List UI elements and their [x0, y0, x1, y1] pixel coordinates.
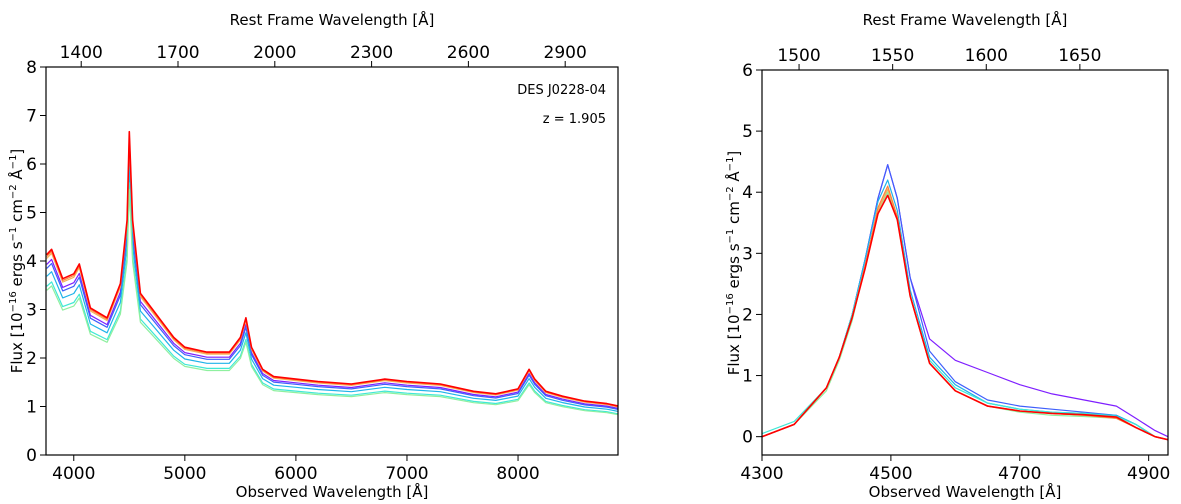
left-spectrum-line-5	[46, 188, 618, 416]
left-spectrum-line-3	[46, 166, 618, 412]
left-y-tick-label-5: 5	[26, 204, 37, 224]
right-ticks: 4300 4500 4700 4900 0 1 2 3 4 5 6 1500 1550 1600 1650	[740, 46, 1170, 484]
left-top-axis-title: Rest Frame Wavelength [Å]	[230, 10, 435, 29]
right-top-tick-label-0: 1500	[777, 46, 820, 66]
left-y-tick-label-8: 8	[26, 58, 37, 78]
left-x-axis-title: Observed Wavelength [Å]	[236, 482, 429, 501]
left-y-tick-label-7: 7	[26, 107, 37, 127]
right-top-axis-title: Rest Frame Wavelength [Å]	[863, 10, 1068, 29]
left-x-tick-label-2: 6000	[274, 464, 317, 484]
right-spectra-lines	[762, 164, 1168, 441]
right-x-tick-label-2: 4700	[998, 464, 1041, 484]
left-top-tick-label-4: 2600	[447, 43, 490, 63]
right-spectrum-line-4	[762, 188, 1168, 441]
left-top-tick-label-1: 1700	[156, 43, 199, 63]
right-y-tick-label-2: 2	[742, 305, 753, 325]
left-y-tick-label-3: 3	[26, 301, 37, 321]
right-x-tick-label-1: 4500	[869, 464, 912, 484]
left-spectrum-line-7	[46, 134, 618, 408]
redshift-annotation: z = 1.905	[543, 112, 606, 127]
left-plot-frame	[45, 66, 619, 456]
right-spectrum-line-3	[762, 179, 1168, 441]
right-y-tick-label-5: 5	[742, 122, 753, 142]
left-spectrum-line-4	[46, 182, 618, 415]
right-top-tick-label-3: 1650	[1058, 46, 1101, 66]
right-y-tick-label-3: 3	[742, 244, 753, 264]
right-spectrum-line-2	[762, 164, 1168, 441]
right-y-tick-label-6: 6	[742, 61, 753, 81]
right-spectrum-line-7	[762, 185, 1168, 441]
left-y-tick-label-0: 0	[26, 446, 37, 466]
left-ticks: 4000 5000 6000 7000 8000 0 1 2 3 4 5 6 7 8 1400 1700 200…	[26, 43, 587, 484]
right-x-axis-title: Observed Wavelength [Å]	[869, 482, 1062, 501]
left-spectrum-line-6	[46, 137, 618, 408]
right-x-tick-label-3: 4900	[1127, 464, 1170, 484]
right-spectrum-line-5	[762, 191, 1168, 441]
left-spectra-lines	[46, 130, 618, 416]
right-top-tick-label-1: 1550	[871, 46, 914, 66]
right-y-tick-label-0: 0	[742, 428, 753, 448]
object-name-annotation: DES J0228-04	[517, 83, 606, 98]
left-y-tick-label-2: 2	[26, 349, 37, 369]
left-panel: 4000 5000 6000 7000 8000 0 1 2 3 4 5 6 7 8 1400 1700 200…	[7, 10, 619, 501]
left-x-tick-label-4: 8000	[496, 464, 539, 484]
left-y-tick-label-4: 4	[26, 252, 37, 272]
left-y-axis-title: Flux [10−16 ergs s−1 cm−2 Å−1]	[7, 149, 26, 374]
left-x-tick-label-1: 5000	[163, 464, 206, 484]
right-top-tick-label-2: 1600	[965, 46, 1008, 66]
right-y-tick-label-1: 1	[742, 367, 753, 387]
right-x-tick-label-0: 4300	[740, 464, 783, 484]
left-top-tick-label-5: 2900	[544, 43, 587, 63]
left-top-tick-label-0: 1400	[60, 43, 103, 63]
left-x-tick-label-3: 7000	[385, 464, 428, 484]
left-y-tick-label-1: 1	[26, 398, 37, 418]
right-plot-frame	[761, 69, 1169, 456]
left-y-tick-label-6: 6	[26, 155, 37, 175]
left-top-tick-label-3: 2300	[350, 43, 393, 63]
left-x-tick-label-0: 4000	[52, 464, 95, 484]
right-y-tick-label-4: 4	[742, 183, 753, 203]
left-spectrum-line-8	[46, 130, 618, 407]
left-spectrum-line-1	[46, 147, 618, 409]
left-spectrum-line-2	[46, 153, 618, 410]
left-top-tick-label-2: 2000	[253, 43, 296, 63]
right-spectrum-line-6	[762, 188, 1168, 441]
right-y-axis-title: Flux [10−16 ergs s−1 cm−2 Å−1]	[724, 151, 743, 376]
right-spectrum-line-8	[762, 194, 1168, 441]
